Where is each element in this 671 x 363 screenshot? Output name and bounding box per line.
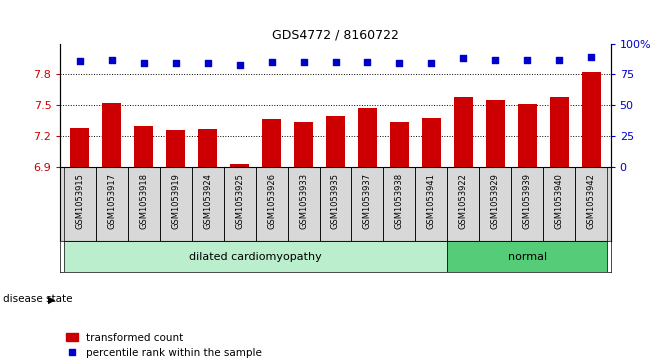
Text: normal: normal (508, 252, 547, 262)
Bar (486, 100, 505, 363)
Point (170, 60, 181, 66)
Bar (160, 167, 191, 241)
Bar (166, 130, 185, 363)
Point (458, 56, 469, 61)
Bar (294, 122, 313, 363)
Text: GSM1053938: GSM1053938 (395, 173, 404, 229)
Bar (480, 167, 511, 241)
Bar (95, 167, 127, 241)
Bar (287, 167, 319, 241)
Point (522, 57, 533, 62)
Text: GSM1053929: GSM1053929 (491, 173, 500, 229)
Text: GSM1053939: GSM1053939 (523, 173, 532, 229)
Bar (390, 122, 409, 363)
Bar (550, 97, 569, 363)
Bar (448, 241, 607, 272)
Bar (544, 167, 576, 241)
Text: dilated cardiomyopathy: dilated cardiomyopathy (189, 252, 322, 262)
Point (426, 60, 437, 66)
Point (74, 58, 85, 64)
Bar (582, 72, 601, 363)
Text: GSM1053917: GSM1053917 (107, 173, 116, 229)
Point (138, 60, 149, 66)
Point (554, 57, 565, 62)
Title: GDS4772 / 8160722: GDS4772 / 8160722 (272, 28, 399, 41)
Text: GSM1053922: GSM1053922 (459, 173, 468, 229)
Bar (70, 128, 89, 363)
Bar (64, 241, 448, 272)
Bar (454, 97, 473, 363)
Bar (127, 167, 160, 241)
Text: GSM1053924: GSM1053924 (203, 173, 212, 229)
Point (106, 57, 117, 62)
Bar (352, 167, 384, 241)
Text: GSM1053925: GSM1053925 (235, 173, 244, 229)
Bar (518, 104, 537, 363)
Bar (576, 167, 607, 241)
Bar (256, 167, 287, 241)
Bar (198, 129, 217, 363)
Bar (319, 167, 352, 241)
Text: GSM1053919: GSM1053919 (171, 173, 180, 229)
Bar (358, 109, 377, 363)
Text: GSM1053940: GSM1053940 (555, 173, 564, 229)
Point (490, 57, 501, 62)
Text: GSM1053918: GSM1053918 (139, 173, 148, 229)
Bar (326, 116, 345, 363)
Bar (230, 164, 249, 363)
Text: GSM1053937: GSM1053937 (363, 173, 372, 229)
Text: GSM1053942: GSM1053942 (587, 173, 596, 229)
Text: GSM1053933: GSM1053933 (299, 173, 308, 229)
Bar (191, 167, 223, 241)
Bar (422, 118, 441, 363)
Text: GSM1053935: GSM1053935 (331, 173, 340, 229)
Point (234, 62, 245, 68)
Bar (223, 167, 256, 241)
Legend: transformed count, percentile rank within the sample: transformed count, percentile rank withi… (66, 333, 262, 358)
Text: GSM1053915: GSM1053915 (75, 173, 84, 229)
Bar (134, 126, 153, 363)
Point (202, 60, 213, 66)
Bar (384, 167, 415, 241)
Point (394, 60, 405, 66)
Text: GSM1053941: GSM1053941 (427, 173, 436, 229)
Bar (102, 103, 121, 363)
Text: ▶: ▶ (48, 294, 55, 305)
Point (330, 59, 341, 65)
Point (298, 59, 309, 65)
Text: GSM1053926: GSM1053926 (267, 173, 276, 229)
Point (362, 59, 373, 65)
Point (586, 54, 597, 60)
Point (266, 59, 277, 65)
Bar (448, 167, 480, 241)
Bar (262, 119, 281, 363)
Bar (64, 167, 95, 241)
Text: disease state: disease state (3, 294, 73, 305)
Bar (415, 167, 448, 241)
Bar (511, 167, 544, 241)
